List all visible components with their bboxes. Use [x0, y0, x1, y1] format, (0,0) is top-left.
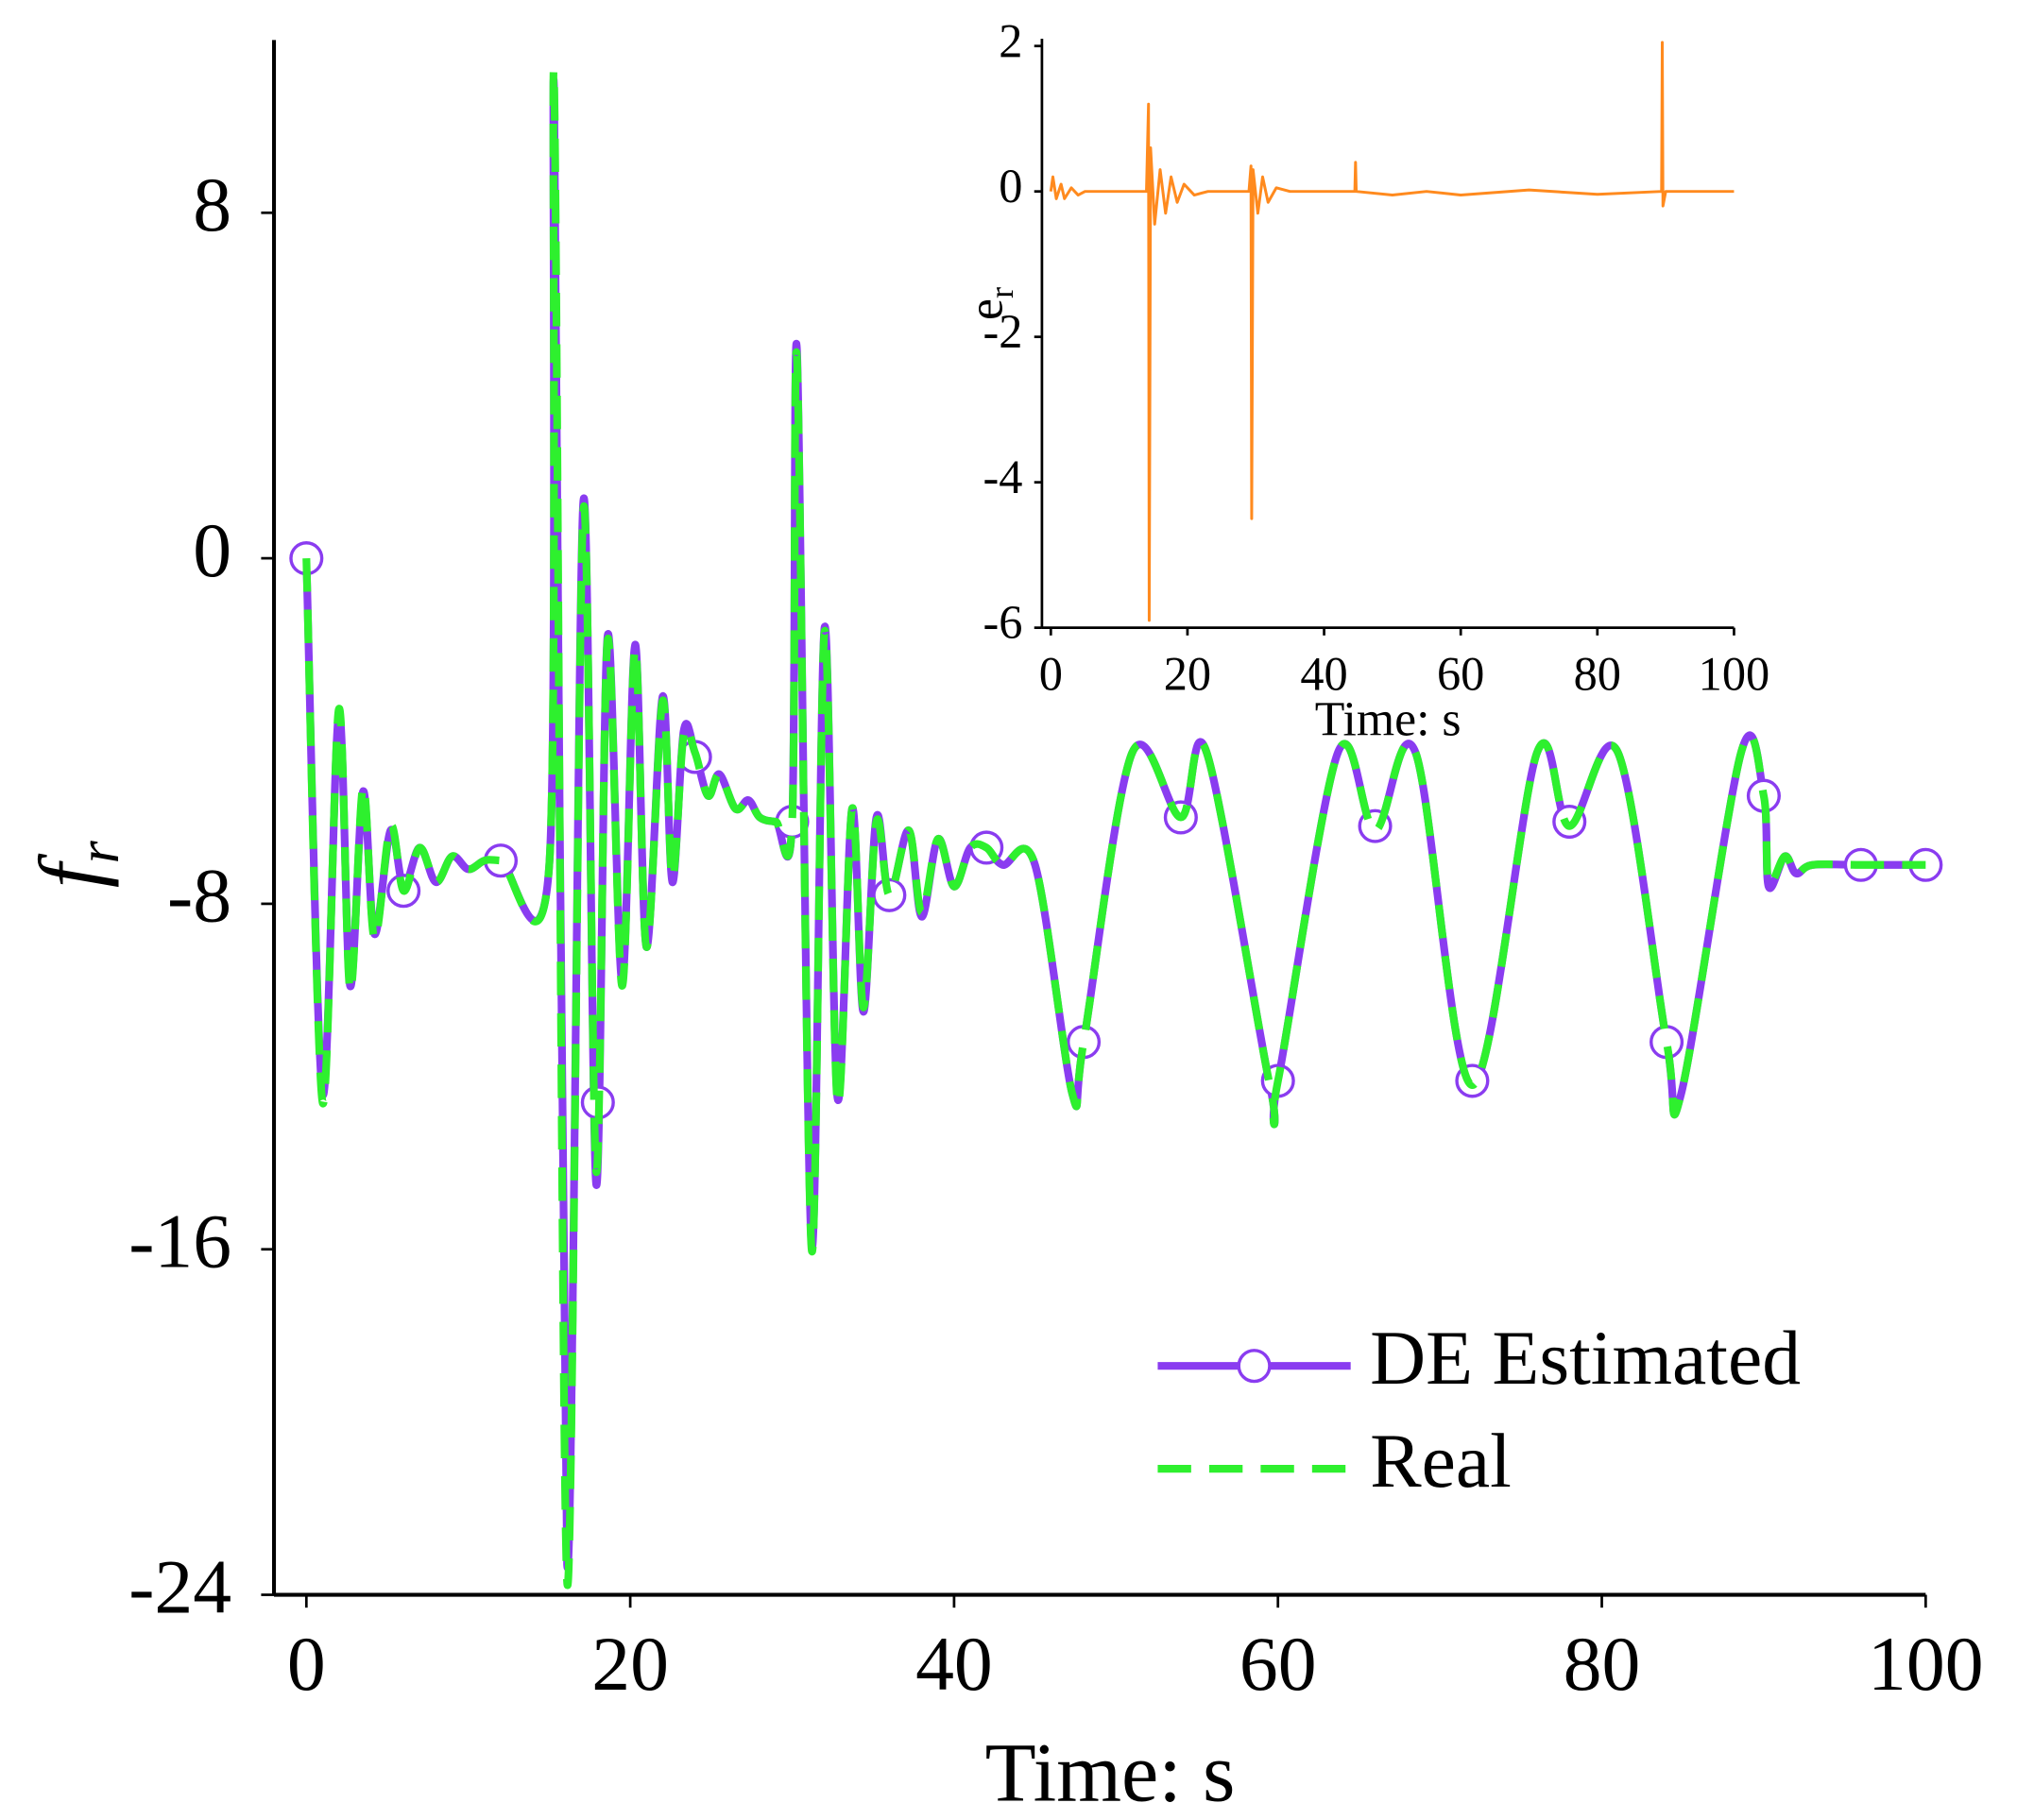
x-tick-label: 0	[287, 1621, 326, 1707]
legend-label: Real	[1370, 1418, 1512, 1504]
y-tick-label: 0	[193, 507, 231, 593]
x-tick-label: 100	[1868, 1621, 1984, 1707]
y-tick-label: -24	[128, 1543, 231, 1629]
x-tick-label: 100	[1699, 648, 1770, 701]
legend-label: DE Estimated	[1370, 1315, 1801, 1401]
y-tick-label: -8	[167, 853, 231, 939]
y-axis-label: fr	[23, 840, 131, 888]
y-tick-label: -6	[983, 596, 1023, 649]
series-line	[1049, 41, 1735, 622]
y-axis-label-main: e	[959, 298, 1013, 320]
x-axis-label: Time: s	[1315, 693, 1461, 747]
y-tick-label: -16	[128, 1198, 231, 1284]
series-line	[302, 67, 1926, 1590]
x-tick-label: 80	[1574, 648, 1621, 701]
y-axis-label-sub: r	[67, 840, 131, 863]
x-tick-label: 40	[1300, 648, 1347, 701]
x-axis-label: Time: s	[985, 1726, 1236, 1819]
x-tick-label: 60	[1239, 1621, 1317, 1707]
y-axis-label-sub: r	[983, 287, 1020, 298]
y-tick-label: -4	[983, 451, 1023, 503]
y-tick-label: 2	[999, 14, 1022, 67]
y-tick-label: -2	[983, 305, 1023, 358]
x-tick-label: 40	[915, 1621, 993, 1707]
x-tick-label: 20	[1164, 648, 1211, 701]
x-tick-label: 0	[1039, 648, 1063, 701]
x-tick-label: 60	[1437, 648, 1484, 701]
x-tick-label: 80	[1564, 1621, 1641, 1707]
x-tick-label: 20	[591, 1621, 669, 1707]
legend-marker	[1237, 1349, 1272, 1384]
y-tick-label: 0	[999, 160, 1022, 213]
y-tick-label: 8	[193, 162, 231, 247]
y-axis-label: er	[959, 287, 1020, 320]
